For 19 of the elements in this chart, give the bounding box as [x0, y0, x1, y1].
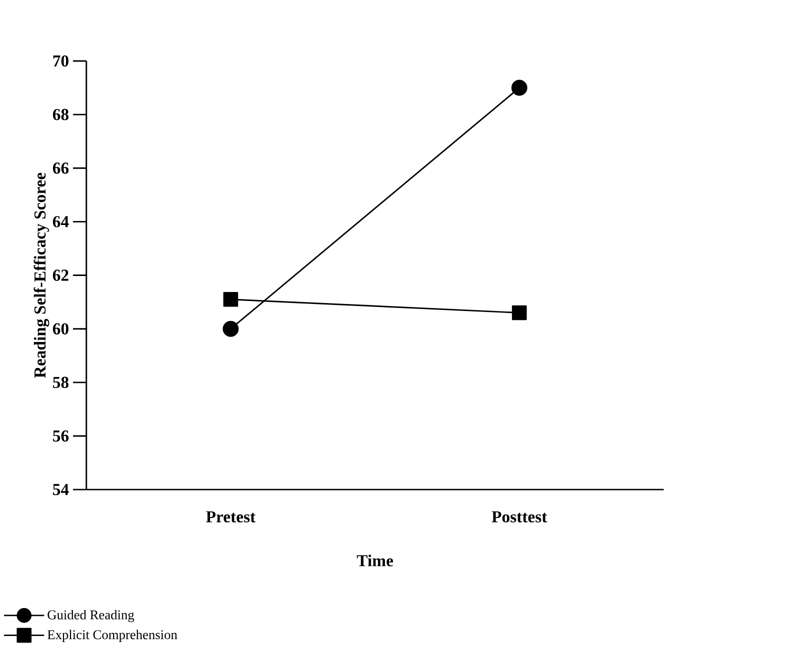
y-tick-label: 56 — [53, 430, 69, 442]
y-tick-label: 62 — [52, 269, 68, 281]
point — [222, 320, 239, 337]
y-tick-label: 70 — [53, 55, 68, 66]
point — [223, 292, 238, 307]
y-tick-label: 58 — [53, 376, 68, 388]
x-axis-title: Time — [356, 554, 394, 566]
y-tick-label: 68 — [52, 108, 68, 120]
point — [511, 80, 528, 96]
x-tick-label: Posttest — [492, 511, 548, 522]
legend-label: Guided Reading — [48, 610, 134, 622]
y-tick-label: 64 — [52, 216, 69, 228]
y-tick-label: 54 — [53, 484, 69, 495]
x-tick-label: Pretest — [206, 511, 256, 522]
y-tick-label: 60 — [52, 322, 68, 334]
y-tick-label: 66 — [52, 162, 69, 174]
point — [512, 305, 527, 320]
legend-label: Explicit Comprehension — [48, 630, 178, 642]
y-axis-title: Reading Self-Efficacy Scoree — [34, 172, 50, 378]
